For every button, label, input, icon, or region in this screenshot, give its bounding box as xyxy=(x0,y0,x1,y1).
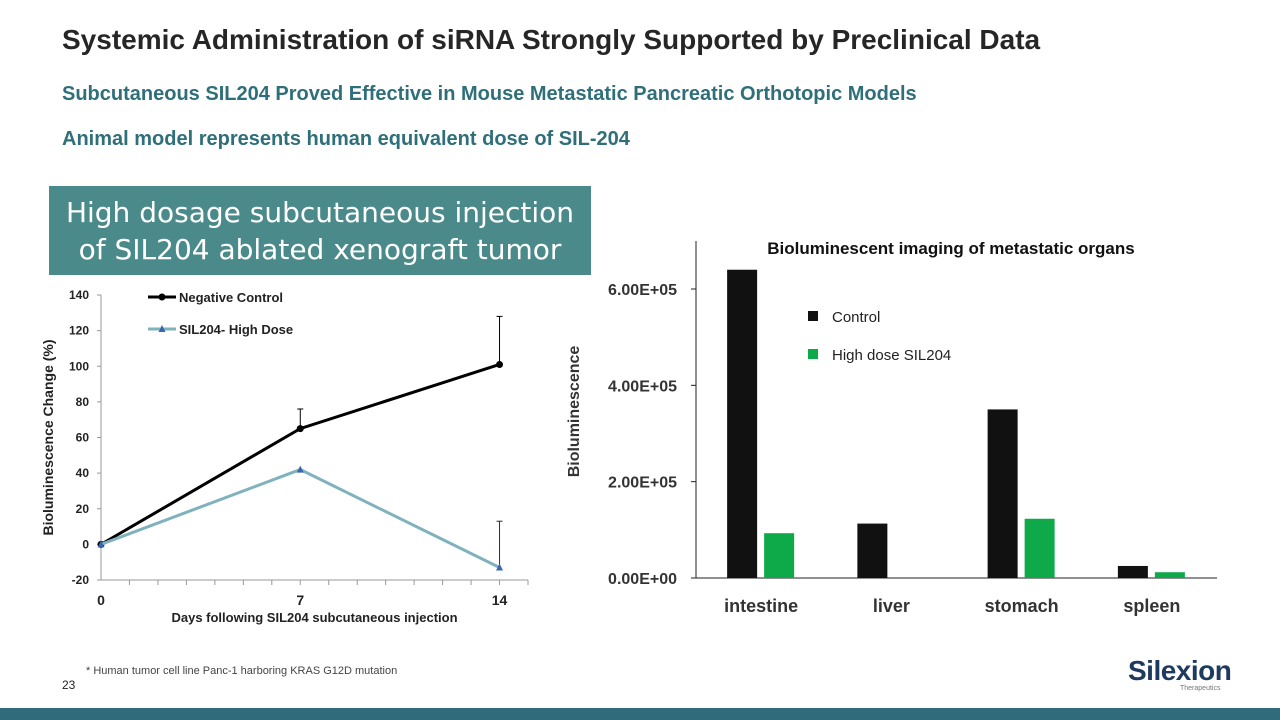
bar-y-tick-label: 2.00E+05 xyxy=(608,475,677,492)
line-y-tick-label: 20 xyxy=(76,502,90,516)
logo-wordmark: Silexion xyxy=(1128,655,1232,686)
line-y-tick-label: 0 xyxy=(82,537,89,551)
line-point xyxy=(97,540,105,548)
bar-legend-label: High dose SIL204 xyxy=(832,347,951,364)
line-y-tick-label: 120 xyxy=(69,324,89,338)
bar-control-intestine xyxy=(727,269,758,578)
line-x-tick-label: 0 xyxy=(97,592,105,608)
bottom-accent-bar xyxy=(0,708,1280,720)
bar-sil204-spleen xyxy=(1154,572,1185,578)
subtitle-secondary: Animal model represents human equivalent… xyxy=(62,128,630,150)
bar-legend-swatch xyxy=(808,311,818,321)
bar-y-tick-label: 0.00E+00 xyxy=(608,571,677,588)
line-y-tick-label: -20 xyxy=(72,573,90,587)
line-y-tick-label: 100 xyxy=(69,359,89,373)
bar-category-label: stomach xyxy=(985,596,1059,616)
line-y-tick-label: 140 xyxy=(69,288,89,302)
line-series-1 xyxy=(100,363,500,546)
line-point xyxy=(296,425,304,433)
line-legend-marker xyxy=(158,293,166,301)
bar-sil204-stomach xyxy=(1024,518,1055,578)
logo-tagline: Therapeutics xyxy=(1180,685,1221,692)
company-logo: Silexion Therapeutics xyxy=(1128,655,1232,696)
line-y-tick-label: 40 xyxy=(76,466,90,480)
bar-control-spleen xyxy=(1117,565,1148,578)
banner-line-1: High dosage subcutaneous injection xyxy=(65,195,575,229)
line-point xyxy=(496,563,504,571)
subtitle-primary: Subcutaneous SIL204 Proved Effective in … xyxy=(62,83,917,105)
bar-category-label: intestine xyxy=(724,596,798,616)
line-y-tick-label: 60 xyxy=(76,431,90,445)
bar-category-label: liver xyxy=(873,596,910,616)
line-x-tick-label: 7 xyxy=(296,592,304,608)
footnote: * Human tumor cell line Panc-1 harboring… xyxy=(86,665,398,677)
line-y-axis-label: Bioluminescence Change (%) xyxy=(40,339,56,535)
line-x-tick-label: 14 xyxy=(492,592,508,608)
bar-legend-swatch xyxy=(808,349,818,359)
line-series-2 xyxy=(100,467,501,569)
bar-chart-title: Bioluminescent imaging of metastatic org… xyxy=(767,239,1134,258)
line-legend-label: SIL204- High Dose xyxy=(179,322,293,337)
bar-control-liver xyxy=(857,523,888,578)
bar-y-tick-label: 4.00E+05 xyxy=(608,378,677,395)
line-x-axis-label: Days following SIL204 subcutaneous injec… xyxy=(171,610,457,625)
slide-title: Systemic Administration of siRNA Strongl… xyxy=(62,24,1041,55)
line-legend-marker xyxy=(158,325,166,332)
bar-y-tick-label: 6.00E+05 xyxy=(608,282,677,299)
bar-sil204-intestine xyxy=(764,533,795,578)
bar-category-label: spleen xyxy=(1123,596,1180,616)
bar-control-stomach xyxy=(987,409,1018,578)
line-y-tick-label: 80 xyxy=(76,395,90,409)
bar-y-axis-label: Bioluminescence xyxy=(566,346,583,478)
banner-line-2: of SIL204 ablated xenograft tumor xyxy=(78,232,562,266)
line-point xyxy=(496,360,504,368)
highlight-banner: High dosage subcutaneous injection of SI… xyxy=(49,186,591,275)
page-number: 23 xyxy=(62,678,76,692)
bar-legend-label: Control xyxy=(832,309,880,326)
line-legend-label: Negative Control xyxy=(179,290,283,305)
line-point xyxy=(97,540,105,548)
line-point xyxy=(296,465,304,473)
